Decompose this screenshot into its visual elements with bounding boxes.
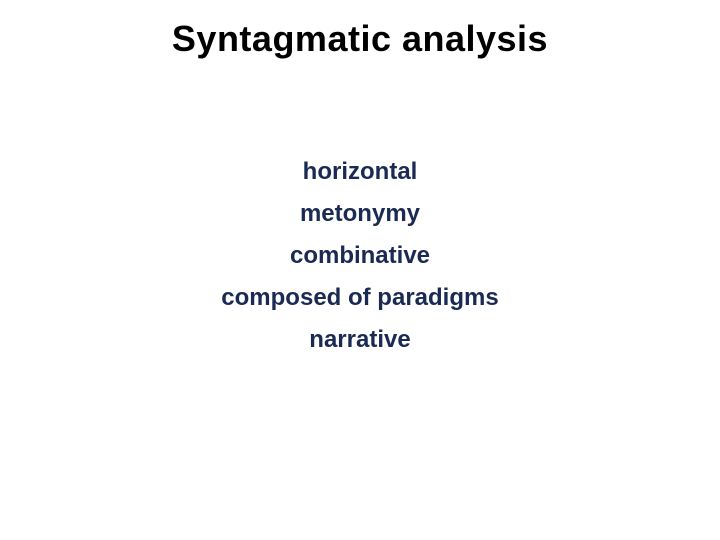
- list-item: composed of paradigms: [0, 286, 720, 310]
- slide: Syntagmatic analysis horizontal metonymy…: [0, 0, 720, 540]
- list-item: horizontal: [0, 160, 720, 184]
- list-item: narrative: [0, 328, 720, 352]
- slide-title: Syntagmatic analysis: [0, 18, 720, 60]
- list-item: metonymy: [0, 202, 720, 226]
- list-item: combinative: [0, 244, 720, 268]
- slide-list: horizontal metonymy combinative composed…: [0, 160, 720, 370]
